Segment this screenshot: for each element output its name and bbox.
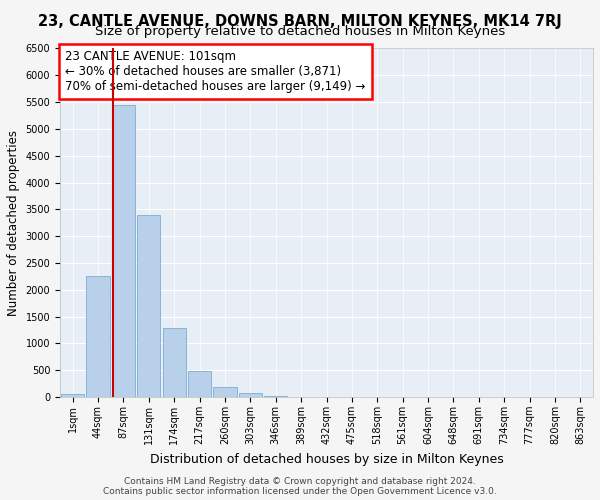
Bar: [86, 276, 110, 397]
Bar: [264, 396, 287, 397]
Bar: [188, 371, 211, 397]
Y-axis label: Number of detached properties: Number of detached properties: [7, 130, 20, 316]
Bar: [163, 328, 186, 397]
Text: 23 CANTLE AVENUE: 101sqm
← 30% of detached houses are smaller (3,871)
70% of sem: 23 CANTLE AVENUE: 101sqm ← 30% of detach…: [65, 50, 365, 93]
Bar: [239, 394, 262, 397]
Bar: [137, 214, 160, 397]
Text: 23, CANTLE AVENUE, DOWNS BARN, MILTON KEYNES, MK14 7RJ: 23, CANTLE AVENUE, DOWNS BARN, MILTON KE…: [38, 14, 562, 29]
Text: Contains HM Land Registry data © Crown copyright and database right 2024.
Contai: Contains HM Land Registry data © Crown c…: [103, 476, 497, 496]
X-axis label: Distribution of detached houses by size in Milton Keynes: Distribution of detached houses by size …: [149, 452, 503, 466]
Bar: [112, 105, 135, 397]
Bar: [213, 387, 236, 397]
Text: Size of property relative to detached houses in Milton Keynes: Size of property relative to detached ho…: [95, 25, 505, 38]
Bar: [61, 394, 85, 397]
